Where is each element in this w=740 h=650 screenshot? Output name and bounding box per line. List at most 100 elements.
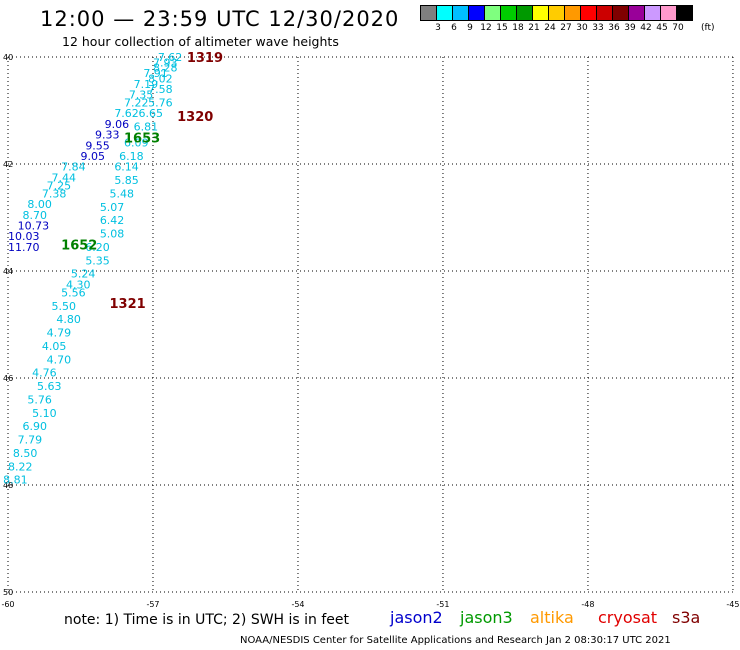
- latitude-label: 46: [3, 374, 13, 383]
- wave-height-value: 5.08: [100, 228, 125, 241]
- wave-height-value: 5.76: [148, 96, 173, 109]
- longitude-label: -51: [436, 600, 449, 609]
- longitude-label: -45: [726, 600, 739, 609]
- wave-height-value: 11.70: [8, 241, 40, 254]
- wave-height-value: 7.35: [129, 88, 154, 101]
- lat-lon-grid: [7, 56, 734, 593]
- satellite-name-s3a: s3a: [672, 608, 701, 627]
- legend-value: 30: [576, 23, 588, 33]
- legend-swatch: [676, 5, 693, 21]
- footer-note: note: 1) Time is in UTC; 2) SWH is in fe…: [64, 612, 350, 628]
- wave-height-value: 6.81: [134, 121, 159, 134]
- satellite-name-jason2: jason2: [390, 608, 443, 627]
- wave-height-value: 7.62: [114, 107, 138, 120]
- legend-value: 12: [480, 23, 492, 33]
- wave-height-value: 7.91: [143, 67, 168, 80]
- wave-height-value: 7.58: [148, 83, 173, 96]
- wave-height-value: 7.79: [18, 434, 43, 447]
- legend-value: 42: [640, 23, 652, 33]
- wave-height-value: 5.07: [100, 201, 125, 214]
- latitude-label: 40: [3, 53, 13, 62]
- wave-height-value: 9.33: [95, 129, 120, 142]
- longitude-label: -48: [581, 600, 594, 609]
- longitude-label: -54: [291, 600, 304, 609]
- legend-value: 3: [435, 23, 441, 33]
- latitude-label: 48: [3, 481, 13, 490]
- legend-value: 45: [656, 23, 668, 33]
- wave-height-value: 8.50: [13, 447, 38, 460]
- wave-height-value: 8.28: [153, 62, 178, 75]
- latitude-label: 44: [3, 267, 13, 276]
- wave-height-value: 7.44: [51, 171, 76, 184]
- wave-height-value: 5.10: [32, 407, 57, 420]
- wave-height-value: 5.76: [27, 393, 52, 406]
- wave-height-value: 5.85: [114, 174, 138, 187]
- wave-height-value: 5.24: [71, 268, 96, 281]
- page-title: 12:00 — 23:59 UTC 12/30/2020: [40, 7, 400, 31]
- wave-height-points: 7.627.938.287.918.027.197.587.357.22 5.76…: [3, 51, 182, 487]
- wave-height-value: 10.73: [18, 220, 50, 233]
- legend-value: 21: [528, 23, 540, 33]
- wave-height-value: 4.70: [47, 353, 72, 366]
- latitude-label: 42: [3, 160, 13, 169]
- legend-value: 36: [608, 23, 620, 33]
- wave-height-value: 6.20: [85, 241, 110, 254]
- wave-height-value: 7.25: [47, 179, 72, 192]
- wave-height-value: 6.18: [119, 150, 144, 163]
- track-time-label: 1653: [124, 131, 160, 146]
- legend-value: 9: [467, 23, 473, 33]
- wave-height-value: 8.02: [148, 72, 173, 85]
- legend-value: 70: [672, 23, 684, 33]
- wave-height-value: 5.48: [109, 187, 134, 200]
- wave-height-value: 7.19: [134, 78, 159, 91]
- wave-height-value: 5.50: [51, 300, 76, 313]
- wave-height-value: 8.00: [27, 198, 52, 211]
- track-time-label: 1652: [61, 238, 97, 253]
- wave-height-value: 10.03: [8, 230, 40, 243]
- track-labels: 1319 1320 1653 1652 1321: [61, 51, 223, 312]
- footer-credit: NOAA/NESDIS Center for Satellite Applica…: [240, 635, 671, 646]
- legend-value: 15: [496, 23, 508, 33]
- track-time-label: 1321: [109, 297, 145, 312]
- track-time-label: 1319: [187, 51, 223, 66]
- axis-labels: 40 42 44 46 48 50 -60 -57 -54 -51 -48 -45: [1, 53, 739, 609]
- wave-height-value: 7.38: [42, 187, 67, 200]
- wave-height-value: 5.56: [61, 286, 85, 299]
- color-scale-legend: [420, 5, 693, 21]
- wave-height-value: 7.93: [153, 56, 178, 69]
- wave-height-value: 9.06: [105, 118, 130, 131]
- legend-value: 27: [560, 23, 572, 33]
- wave-height-value: 7.22: [124, 96, 149, 109]
- wave-height-value: 5.63: [37, 380, 62, 393]
- wave-height-value: 7.62: [158, 51, 183, 64]
- latitude-label: 50: [3, 588, 13, 597]
- wave-height-value: 4.76: [32, 367, 57, 380]
- legend-unit: (ft): [701, 23, 715, 33]
- legend-value: 6: [451, 23, 457, 33]
- wave-height-value: 4.79: [47, 327, 72, 340]
- wave-height-value: 8.70: [22, 209, 47, 222]
- wave-height-value: 7.84: [61, 161, 85, 174]
- wave-height-value: 6.90: [22, 420, 47, 433]
- wave-height-value: 5.35: [85, 254, 110, 267]
- legend-value: 39: [624, 23, 636, 33]
- wave-height-value: 6.09: [124, 137, 149, 150]
- wave-height-value: 9.55: [85, 139, 110, 152]
- wave-height-value: 4.30: [66, 278, 91, 291]
- wave-height-value: 6.65: [138, 107, 163, 120]
- page-subtitle: 12 hour collection of altimeter wave hei…: [62, 34, 339, 49]
- satellite-name-altika: altika: [530, 608, 574, 627]
- longitude-label: -57: [146, 600, 159, 609]
- wave-height-value: 9.05: [80, 150, 105, 163]
- wave-height-value: 6.14: [114, 161, 138, 174]
- satellite-name-cryosat: cryosat: [598, 608, 658, 627]
- legend-value: 18: [512, 23, 524, 33]
- legend-value: 33: [592, 23, 604, 33]
- longitude-label: -60: [1, 600, 14, 609]
- wave-height-value: 6.42: [100, 214, 125, 227]
- wave-height-value: 4.80: [56, 313, 81, 326]
- wave-height-value: 8.81: [3, 474, 28, 487]
- satellite-name-jason3: jason3: [460, 608, 513, 627]
- wave-height-value: 8.22: [8, 460, 33, 473]
